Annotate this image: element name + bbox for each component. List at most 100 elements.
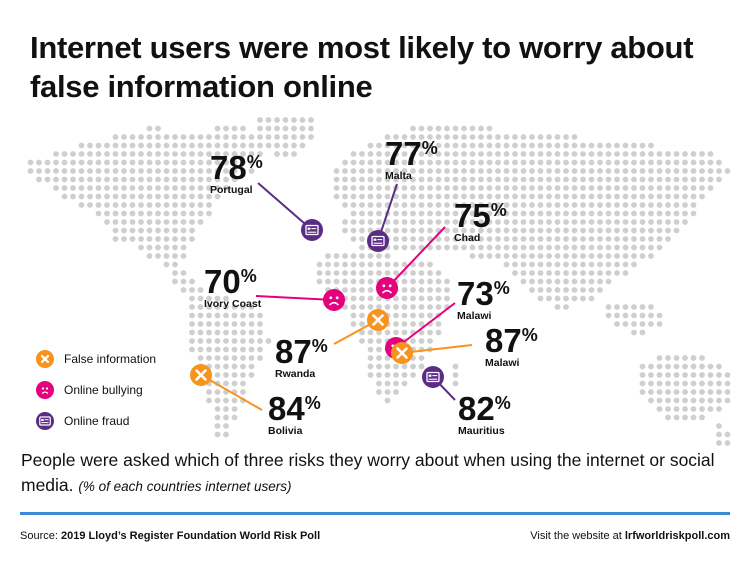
map-dot (427, 244, 433, 251)
map-dot (639, 372, 646, 378)
map-dot (214, 355, 221, 361)
map-dot (435, 159, 442, 166)
map-dot (639, 159, 646, 166)
map-dot (180, 193, 187, 200)
map-dot (316, 261, 323, 268)
map-dot (104, 176, 110, 183)
map-dot (529, 193, 535, 200)
callout-value: 82 (458, 390, 495, 427)
map-dot (546, 244, 552, 251)
map-dot (665, 363, 671, 370)
map-dot (197, 346, 204, 353)
map-dot (367, 219, 374, 225)
map-dot (240, 372, 246, 378)
map-dot (546, 253, 552, 259)
map-dot (393, 304, 399, 310)
website-link[interactable]: lrfworldriskpoll.com (624, 530, 730, 542)
map-dot (146, 227, 153, 234)
map-dot (197, 312, 204, 319)
map-dot (257, 312, 263, 319)
map-dot (197, 329, 204, 336)
map-dot (716, 372, 722, 378)
map-dot (478, 210, 484, 217)
map-dot (503, 210, 510, 217)
map-dot (189, 338, 195, 344)
map-dot (70, 168, 76, 174)
map-dot (503, 261, 510, 268)
map-dot (104, 193, 110, 200)
map-dot (605, 219, 612, 225)
map-dot (189, 227, 195, 234)
map-dot (648, 389, 654, 395)
map-dot (435, 210, 442, 217)
map-dot (367, 202, 374, 208)
map-dot (240, 346, 246, 353)
map-dot (537, 210, 544, 217)
callout-country: Ivory Coast (204, 298, 262, 310)
map-dot (359, 210, 365, 217)
map-dot (546, 185, 552, 191)
map-dot (665, 210, 671, 217)
map-dot (631, 176, 637, 183)
map-dot (512, 236, 518, 242)
map-dot (656, 159, 663, 166)
map-dot (189, 287, 195, 293)
map-dot (384, 176, 391, 183)
map-dot (206, 142, 212, 149)
map-dot (563, 219, 569, 225)
map-dot (554, 185, 561, 191)
map-dot (537, 151, 544, 157)
map-dot (495, 227, 501, 234)
map-dot (707, 151, 714, 157)
map-dot (401, 363, 408, 370)
map-dot (682, 355, 688, 361)
map-dot (639, 185, 646, 191)
map-dot (359, 304, 365, 310)
map-dot (486, 125, 493, 132)
map-dot (435, 270, 442, 276)
map-dot (146, 253, 153, 259)
map-dot (597, 142, 603, 149)
map-dot (444, 142, 450, 149)
map-dot (469, 210, 476, 217)
map-dot (427, 176, 433, 183)
map-dot (418, 338, 425, 344)
map-dot (350, 151, 357, 157)
map-dot (146, 202, 153, 208)
map-dot (435, 287, 442, 293)
map-dot (376, 304, 382, 310)
map-dot (401, 372, 408, 378)
map-dot (240, 321, 246, 327)
map-dot (70, 151, 76, 157)
map-dot (61, 185, 68, 191)
map-dot (699, 389, 705, 395)
map-dot (427, 125, 433, 132)
map-dot (665, 168, 671, 174)
map-dot (401, 380, 408, 387)
map-dot (214, 423, 221, 429)
map-dot (121, 142, 127, 149)
map-dot (248, 151, 255, 157)
map-dot (393, 193, 399, 200)
map-dot (571, 287, 578, 293)
map-dot (231, 380, 238, 387)
map-dot (571, 227, 578, 234)
map-dot (418, 193, 425, 200)
percent-sign: % (240, 266, 257, 286)
map-dot (597, 219, 603, 225)
map-dot (588, 176, 595, 183)
map-dot (197, 210, 204, 217)
map-dot (223, 372, 229, 378)
map-dot (554, 219, 561, 225)
map-dot (571, 142, 578, 149)
map-dot (384, 193, 391, 200)
map-dot (495, 210, 501, 217)
map-dot (359, 278, 365, 285)
map-dot (197, 159, 204, 166)
map-dot (656, 202, 663, 208)
map-dot (393, 236, 399, 242)
map-dot (520, 151, 527, 157)
map-dot (622, 185, 629, 191)
map-dot (206, 185, 212, 191)
map-dot (631, 159, 637, 166)
